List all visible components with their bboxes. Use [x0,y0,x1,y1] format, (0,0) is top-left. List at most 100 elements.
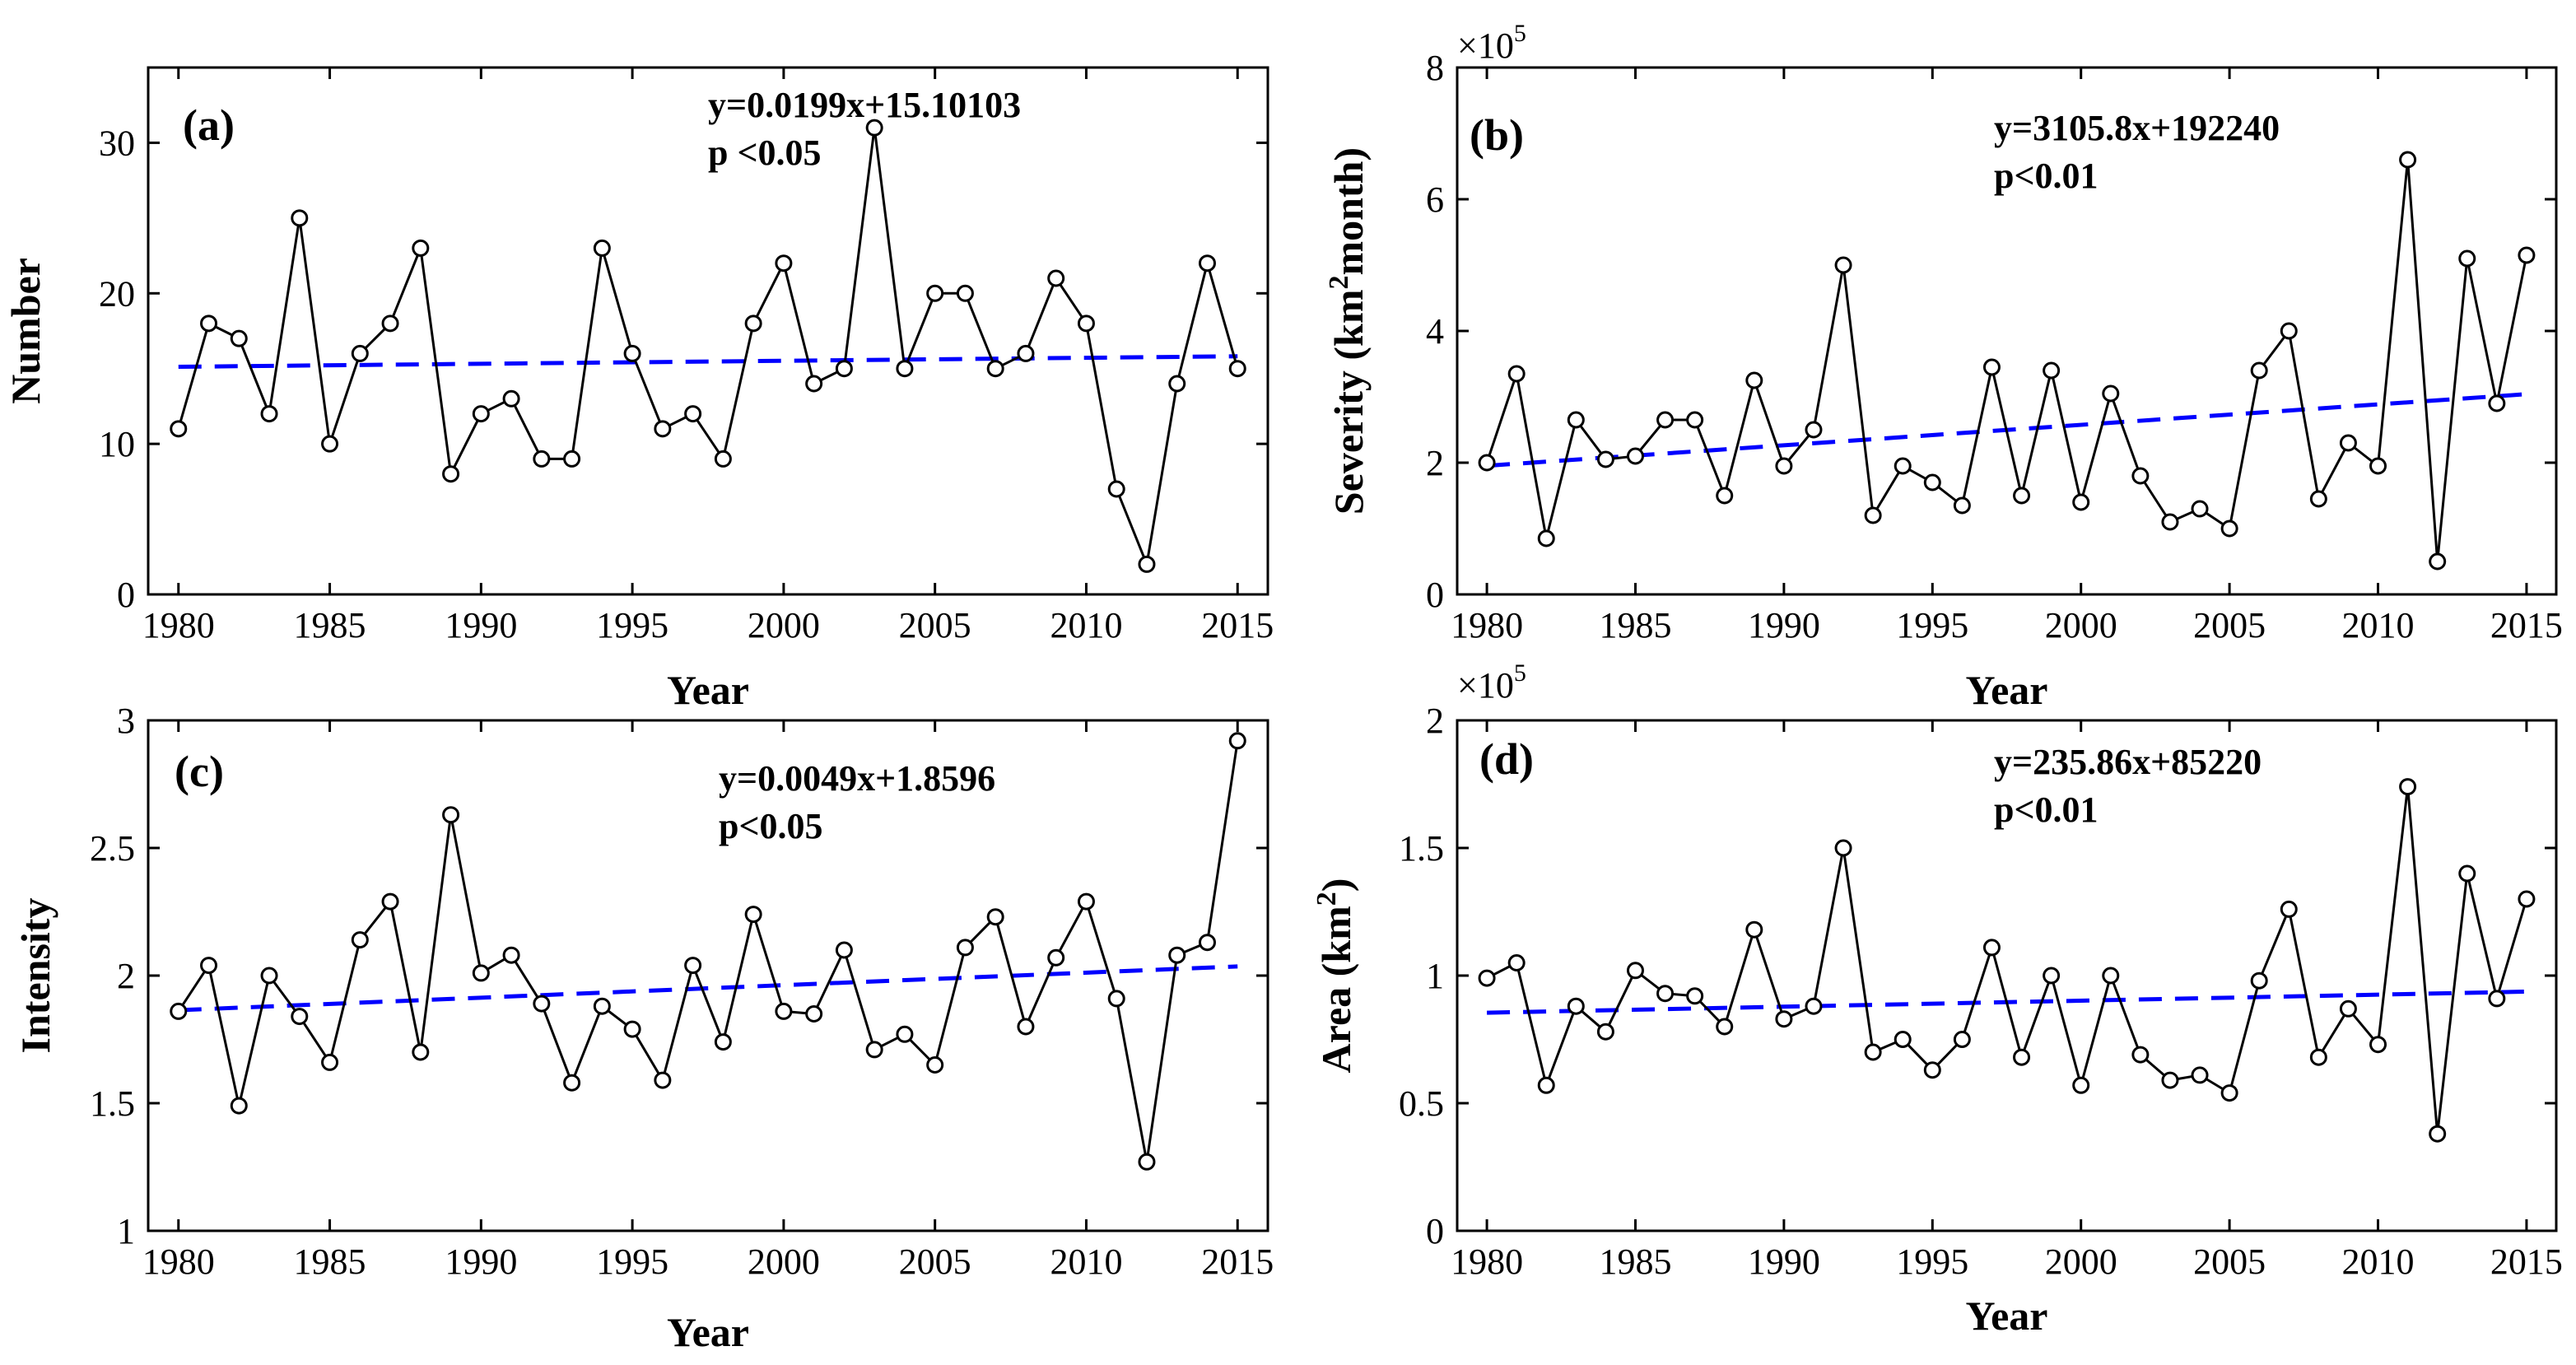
y-tick-label: 2.5 [90,828,135,869]
y-tick-label: 2 [1426,701,1444,741]
x-tick-label: 2005 [2193,1242,2266,1282]
x-tick-label: 1985 [1599,605,1671,645]
data-point [2399,778,2417,796]
data-point [2072,1076,2090,1094]
data-point [775,254,793,273]
data-point [2220,519,2238,538]
data-point [593,997,611,1015]
data-point [2250,361,2268,380]
x-tick-label: 2015 [2490,605,2563,645]
x-tick-label: 2010 [1050,605,1122,645]
series-line [1485,159,2528,562]
data-point [1017,1018,1035,1036]
series-line [1486,786,2528,1134]
data-point [926,284,944,302]
y-tick-label: 2 [1426,443,1444,483]
y-tick-label: 1.5 [1399,828,1444,869]
data-point [1478,454,1496,472]
x-axis-label: Year [667,1309,749,1355]
x-tick-label: 2005 [899,605,971,645]
data-point [1745,371,1763,389]
data-point [472,405,490,423]
data-point [2013,487,2031,505]
data-point [593,239,611,257]
data-point [1567,997,1585,1015]
data-point [896,1025,914,1043]
data-point [260,967,278,985]
data-point [2488,394,2506,412]
x-axis-label: Year [1966,1293,2048,1339]
data-point [714,1033,732,1051]
data-point [2102,967,2120,985]
y-tick-label: 0 [1426,1211,1444,1251]
data-point [2131,467,2150,485]
data-point [533,450,551,468]
data-point [2191,1066,2209,1084]
trend-line [178,354,1238,370]
panel-label: (c) [175,747,224,796]
data-point [2043,361,2061,380]
x-tick-label: 2000 [748,605,820,645]
data-point [1805,997,1823,1015]
data-point [260,405,278,423]
data-point [412,239,430,257]
data-point [2518,890,2536,908]
data-point [1567,411,1585,429]
series-line [177,740,1239,1162]
data-point [1198,254,1216,273]
trend-line [178,964,1238,1013]
data-point [2458,249,2476,268]
data-point [654,1071,672,1089]
x-tick-label: 2010 [2342,1242,2415,1282]
y-tick-label: 1.5 [90,1083,135,1124]
data-point [1017,344,1035,362]
panel-b: 1980 1985 1990 1995 2000 2005 2010 2015 0 2 4 6 8 ×10… [1324,20,2563,713]
x-tick-label: 1990 [445,1242,517,1282]
panel-c: 1980 1985 1990 1995 2000 2005 2010 2015 1 1.5 2 2.5… [12,701,1274,1355]
data-point [1716,487,1734,505]
data-point [2458,864,2476,883]
y-tick-label: 20 [99,273,135,314]
data-point [321,435,339,453]
data-point [2191,500,2209,518]
data-point [1107,990,1125,1008]
data-point [200,957,218,975]
data-point [2043,967,2061,985]
p-value: p<0.01 [1994,156,2099,196]
data-point [502,389,520,408]
data-point [412,1043,430,1061]
y-tick-label: 30 [99,123,135,163]
data-point [835,941,853,959]
x-tick-label: 1990 [1748,605,1820,645]
data-point [1894,457,1912,475]
data-point [714,450,732,468]
data-point [381,314,399,333]
x-tick-label: 2005 [899,1242,971,1282]
panel-label: (d) [1479,734,1534,784]
data-point [1138,555,1156,573]
data-point [442,806,460,824]
y-tick-label: 10 [99,424,135,464]
y-tick-label: 2 [117,956,135,996]
data-point [291,209,309,227]
data-point [2131,1046,2150,1064]
x-tick-label: 2010 [2342,605,2415,645]
data-point [1077,314,1095,333]
axes-box [147,719,1269,1232]
data-point [1168,946,1186,964]
data-point [744,906,762,924]
data-point [1894,1031,1912,1048]
x-axis-label: Year [1966,667,2048,713]
y-tick-label: 1 [117,1211,135,1251]
data-point [563,1074,581,1092]
data-point [1686,411,1704,429]
data-point [1775,457,1793,475]
data-point [1626,447,1644,465]
data-point [1656,985,1675,1003]
data-point [1107,480,1125,498]
x-tick-label: 1995 [596,605,668,645]
data-point [1537,529,1555,547]
data-point [2309,1048,2327,1066]
y-axis-label: Severity (km2month) [1324,147,1372,515]
